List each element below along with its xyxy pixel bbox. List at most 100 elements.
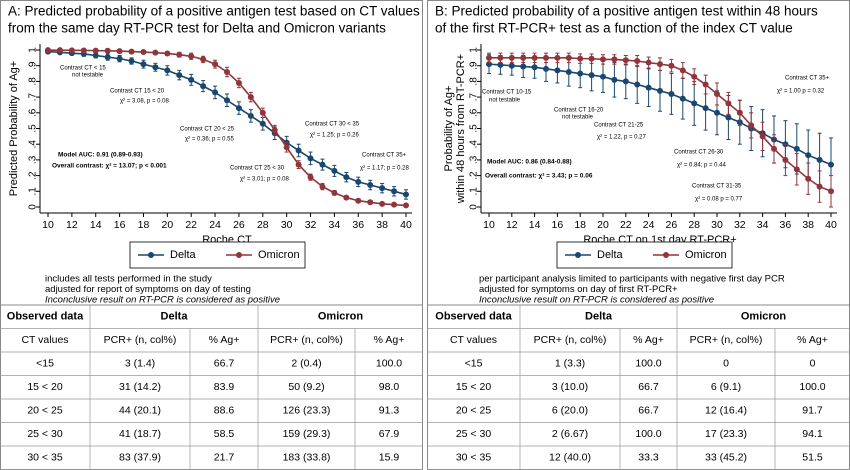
table-cell: 100.0 [376, 358, 402, 370]
point [224, 97, 230, 104]
annotation: not testable [489, 98, 521, 104]
point [588, 55, 595, 62]
point [828, 161, 834, 168]
table-cell: 100.0 [635, 358, 661, 370]
table-cell: 3 (10.0) [552, 381, 588, 393]
x-tick-label: 10 [42, 219, 54, 231]
x-tick-label: 38 [376, 219, 388, 231]
point [80, 47, 87, 54]
note: adjusted for report of symptoms on day o… [45, 284, 251, 295]
table-cell: 44 (20.1) [119, 405, 161, 417]
point [668, 62, 675, 69]
table-subheader: PCR+ (n, col%) [534, 334, 607, 346]
point [164, 50, 171, 57]
annotation: χ² = 0.36; p = 0.55 [185, 137, 235, 143]
y-tick-label: .5 [469, 124, 480, 133]
point [805, 152, 812, 159]
table-header: Delta [161, 311, 189, 323]
annotation: Overall contrast: χ² = 3.43; p = 0.06 [485, 173, 593, 180]
table-cell: 100.0 [635, 428, 661, 440]
y-tick-label: .4 [469, 140, 480, 149]
x-tick-label: 22 [185, 219, 197, 231]
note: includes all tests performed in the stud… [45, 274, 212, 285]
point [307, 174, 314, 181]
point [355, 178, 362, 185]
y-axis-label: Probability of Ag+ [443, 86, 455, 172]
point [176, 51, 183, 58]
chart-title: A: Predicted probability of a positive a… [8, 4, 420, 19]
y-tick-label: .7 [469, 92, 480, 101]
annotation: Model AUC: 0.91 (0.89-0.93) [58, 152, 143, 159]
point [56, 47, 63, 54]
legend-marker [236, 252, 242, 258]
legend-label: Delta [597, 249, 624, 261]
y-tick-label: 1 [469, 47, 480, 53]
table-cell: 15 < 20 [27, 381, 62, 393]
point [224, 68, 230, 75]
point [497, 54, 504, 61]
y-tick-label: .5 [28, 124, 39, 133]
table-cell: 6 (20.0) [552, 405, 588, 417]
table-cell: 33.3 [638, 452, 659, 464]
point [212, 89, 219, 96]
point [379, 200, 386, 207]
point [600, 56, 606, 63]
table-cell: 17 (23.3) [705, 428, 747, 440]
table-cell: 183 (33.8) [283, 452, 331, 464]
point [128, 48, 135, 55]
point [634, 81, 641, 88]
table-cell: 91.7 [802, 405, 823, 417]
table-cell: 1 (3.3) [555, 358, 585, 370]
annotation: Contrast CT 16-20 [554, 108, 604, 114]
x-tick-label: 24 [209, 219, 221, 231]
annotation: χ² = 3.01; p = 0.08 [240, 177, 290, 183]
point [128, 57, 135, 64]
point [152, 64, 159, 71]
table-cell: 30 < 35 [456, 452, 491, 464]
chart-title: of the first RT-PCR+ test as a function … [435, 21, 793, 36]
point [600, 73, 606, 80]
point [668, 90, 675, 97]
point [247, 94, 254, 101]
y-tick-label: .2 [28, 171, 39, 180]
table-cell: <15 [36, 358, 54, 370]
x-tick-label: 32 [734, 219, 746, 231]
point [188, 76, 195, 83]
annotation: Contrast CT 35+ [362, 153, 407, 159]
table-cell: 12 (16.4) [705, 405, 747, 417]
annotation: χ² = 3.08, p = 0.08 [120, 99, 170, 105]
annotation: not testable [562, 115, 594, 121]
point [403, 202, 409, 209]
x-tick-label: 30 [711, 219, 723, 231]
table-cell: 3 (1.4) [125, 358, 155, 370]
point [771, 145, 777, 152]
table-cell: 15 < 20 [456, 381, 491, 393]
y-tick-label: .4 [28, 140, 39, 149]
annotation: χ² = 1.00 p = 0.32 [777, 89, 825, 95]
annotation: Contrast CT 35+ [785, 76, 830, 82]
x-tick-label: 40 [400, 219, 412, 231]
point [271, 127, 278, 134]
table-subheader: % Ag+ [633, 334, 664, 346]
point [725, 114, 732, 121]
table-header: Observed data [435, 311, 512, 323]
point [828, 188, 834, 195]
point [577, 55, 584, 62]
point [691, 100, 698, 107]
y-tick-label: .9 [469, 61, 480, 70]
x-tick-label: 12 [66, 219, 78, 231]
annotation: Contrast CT 20 < 25 [180, 127, 235, 133]
table-cell: 126 (23.3) [283, 405, 331, 417]
point [319, 161, 326, 168]
point [331, 167, 338, 174]
point [634, 57, 641, 64]
x-tick-label: 18 [574, 219, 586, 231]
x-tick-label: 10 [483, 219, 495, 231]
point [391, 188, 398, 195]
table-cell: 51.5 [802, 452, 823, 464]
table-cell: 88.6 [214, 405, 235, 417]
point [565, 68, 572, 75]
point [92, 47, 99, 54]
point [725, 100, 732, 107]
